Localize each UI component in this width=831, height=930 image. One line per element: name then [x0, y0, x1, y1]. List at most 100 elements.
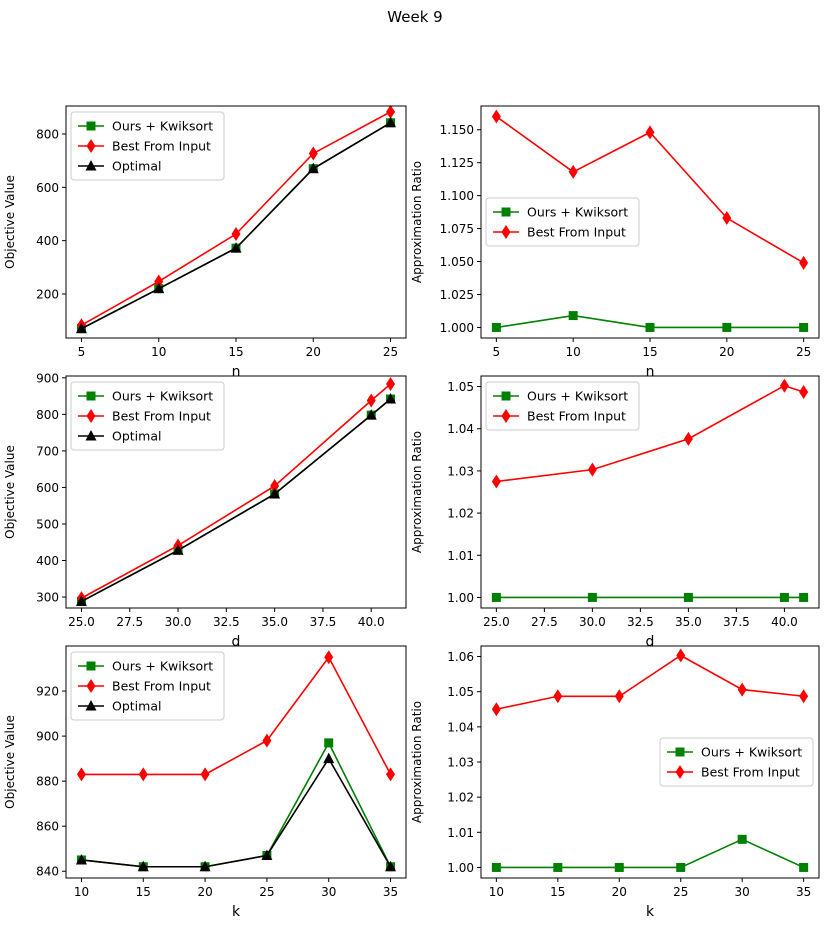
x-axis-label: n [646, 364, 655, 380]
data-point [153, 282, 165, 294]
data-point [799, 255, 809, 270]
data-point [324, 738, 334, 748]
plot-frame [480, 645, 820, 879]
y-tick-label: 920 [36, 685, 59, 699]
data-point [737, 834, 747, 844]
y-tick-label: 1.100 [440, 189, 474, 203]
legend-entry: Ours + Kwiksort [701, 745, 802, 760]
y-tick-label: 1.06 [447, 650, 474, 664]
data-point [722, 211, 732, 226]
data-point [491, 474, 501, 489]
legend-entry: Best From Input [112, 409, 211, 424]
x-tick-label: 15 [228, 345, 243, 359]
data-point [386, 767, 396, 782]
legend-entry: Optimal [112, 699, 161, 714]
data-point [200, 767, 210, 782]
data-point [491, 862, 501, 872]
y-tick-label: 1.02 [447, 507, 474, 521]
data-point [491, 592, 501, 602]
x-tick-label: 32.5 [627, 615, 654, 629]
y-tick-label: 1.01 [447, 549, 474, 563]
series-optimal [75, 752, 397, 872]
data-point [76, 767, 86, 782]
x-tick-label: 32.5 [213, 615, 240, 629]
data-point [308, 146, 318, 161]
series-ours-kwiksort [491, 311, 809, 332]
y-tick-label: 1.050 [440, 255, 474, 269]
data-point [568, 164, 578, 179]
data-point [491, 702, 501, 717]
legend-entry: Ours + Kwiksort [112, 119, 213, 134]
series-best-from-input [491, 378, 809, 489]
y-tick-label: 900 [36, 371, 59, 385]
data-point [799, 689, 809, 704]
legend-box [70, 111, 225, 181]
data-point [138, 767, 148, 782]
y-axis-label: Approximation Ratio [410, 701, 424, 823]
y-tick-label: 880 [36, 775, 59, 789]
y-tick-label: 1.00 [447, 591, 474, 605]
data-point [491, 109, 501, 124]
legend-entry: Ours + Kwiksort [112, 389, 213, 404]
x-tick-label: 20 [306, 345, 321, 359]
x-tick-label: 10 [151, 345, 166, 359]
data-point [614, 689, 624, 704]
y-tick-label: 1.02 [447, 791, 474, 805]
legend: Ours + Kwiksort Best From Input [485, 197, 640, 247]
legend-entry: Ours + Kwiksort [527, 389, 628, 404]
y-tick-label: 1.150 [440, 123, 474, 137]
plot-frame [480, 105, 820, 339]
data-point [199, 860, 211, 872]
y-axis-label: Objective Value [3, 715, 17, 809]
data-point [779, 378, 789, 393]
legend: Ours + Kwiksort Best From Input [485, 381, 640, 431]
y-tick-label: 1.00 [447, 861, 474, 875]
y-axis-label: Approximation Ratio [410, 161, 424, 283]
data-point [676, 862, 686, 872]
x-axis-label: k [646, 904, 655, 920]
x-tick-label: 10 [74, 885, 89, 899]
x-axis-label: d [232, 634, 241, 650]
legend-box [70, 651, 225, 721]
series-ours-kwiksort [491, 834, 809, 872]
data-point [779, 592, 789, 602]
y-tick-label: 400 [36, 554, 59, 568]
data-point [172, 544, 184, 555]
y-axis-label: Objective Value [3, 175, 17, 269]
y-tick-label: 800 [36, 408, 59, 422]
x-tick-label: 15 [642, 345, 657, 359]
y-tick-label: 500 [36, 517, 59, 531]
legend-entry: Best From Input [527, 409, 626, 424]
x-tick-label: 20 [612, 885, 627, 899]
series-best-from-input [76, 650, 396, 782]
data-point [386, 104, 396, 119]
y-tick-label: 1.04 [447, 720, 474, 734]
x-tick-label: 5 [493, 345, 501, 359]
legend-marker [85, 160, 97, 171]
legend-box [70, 381, 225, 451]
legend-marker [675, 747, 685, 757]
x-tick-label: 10 [566, 345, 581, 359]
data-point [645, 322, 655, 332]
legend-marker [86, 391, 96, 401]
legend-marker [86, 139, 96, 153]
x-tick-label: 25 [796, 345, 811, 359]
data-point [386, 377, 396, 392]
y-tick-label: 600 [36, 481, 59, 495]
y-tick-label: 1.03 [447, 464, 474, 478]
legend-marker [86, 679, 96, 693]
legend-box [659, 737, 814, 787]
plot-frame [65, 375, 407, 609]
legend: Ours + Kwiksort Best From Input [659, 737, 814, 787]
chart-n_ratio: 5 10 15 20 25 1.000 1.025 1.050 1.075 1.100 1.125 1… [410, 105, 820, 380]
legend-entry: Optimal [112, 159, 161, 174]
chart-d_obj: 25.0 27.5 30.0 32.5 35.0 37.5 40.0 300 400 500 600… [3, 371, 407, 650]
x-tick-label: 30 [321, 885, 336, 899]
x-axis-label: d [646, 634, 655, 650]
data-point [799, 862, 809, 872]
data-point [587, 462, 597, 477]
x-tick-label: 15 [136, 885, 151, 899]
x-tick-label: 5 [78, 345, 86, 359]
x-tick-label: 25.0 [68, 615, 95, 629]
